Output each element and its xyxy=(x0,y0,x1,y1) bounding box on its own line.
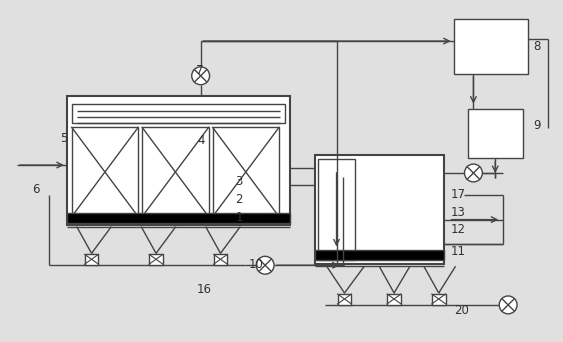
Circle shape xyxy=(256,256,274,274)
Bar xyxy=(432,294,446,305)
Text: 10: 10 xyxy=(248,258,263,271)
Bar xyxy=(468,108,523,158)
Text: 1: 1 xyxy=(235,211,243,224)
Text: 8: 8 xyxy=(533,40,540,53)
Text: 3: 3 xyxy=(235,175,243,188)
Text: 6: 6 xyxy=(32,183,39,196)
Bar xyxy=(72,104,285,123)
Bar xyxy=(84,254,99,265)
Text: 9: 9 xyxy=(533,119,540,132)
Text: 7: 7 xyxy=(196,64,203,77)
Circle shape xyxy=(192,67,209,85)
Bar xyxy=(315,250,444,260)
Text: 13: 13 xyxy=(450,206,466,219)
Text: 2: 2 xyxy=(235,193,243,206)
Text: 16: 16 xyxy=(196,282,212,295)
Bar xyxy=(213,127,279,216)
Text: 4: 4 xyxy=(198,134,205,147)
Text: 20: 20 xyxy=(454,304,470,317)
Text: 12: 12 xyxy=(450,223,466,236)
Bar xyxy=(318,159,355,260)
Bar xyxy=(338,294,351,305)
Text: 5: 5 xyxy=(60,132,67,145)
Bar xyxy=(315,155,444,264)
Bar xyxy=(72,127,138,216)
Text: 11: 11 xyxy=(450,245,466,258)
Bar xyxy=(454,19,528,74)
Bar xyxy=(213,254,227,265)
Bar xyxy=(387,294,401,305)
Text: 17: 17 xyxy=(450,188,466,201)
Bar xyxy=(142,127,209,216)
Circle shape xyxy=(499,296,517,314)
Bar xyxy=(149,254,163,265)
Circle shape xyxy=(464,164,482,182)
Bar xyxy=(67,213,290,223)
Bar xyxy=(67,96,290,225)
